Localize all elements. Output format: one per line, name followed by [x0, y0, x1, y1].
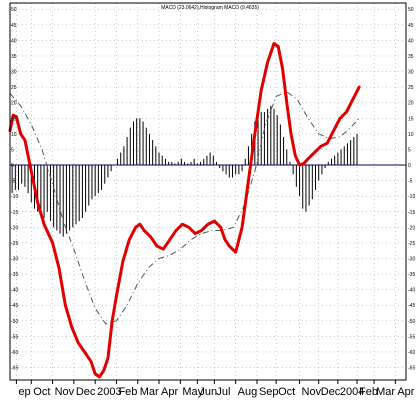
- x-tick-label: 2003: [97, 386, 121, 398]
- y-tick-label-right: -10: [408, 194, 415, 200]
- y-tick-label-right: -25: [408, 241, 415, 247]
- y-tick-label-left: -5: [11, 179, 16, 185]
- y-tick-label-right: -60: [408, 350, 415, 356]
- x-tick-label: ep: [18, 386, 30, 398]
- y-tick-label-left: 35: [11, 54, 17, 60]
- x-tick-label: Nov: [55, 386, 75, 398]
- y-tick-label-left: -65: [11, 366, 18, 372]
- y-tick-label-left: 50: [11, 7, 17, 13]
- y-tick-label-left: -55: [11, 334, 18, 340]
- x-tick-label: Dec: [321, 386, 341, 398]
- y-tick-label-left: 20: [11, 101, 17, 107]
- y-tick-label-right: -5: [408, 179, 413, 185]
- chart-title: MACD (23.0642),Histogram MACD (9.4635): [161, 5, 259, 11]
- y-tick-label-left: 5: [11, 147, 14, 153]
- x-tick-label: Sep: [259, 386, 279, 398]
- y-tick-label-right: -20: [408, 225, 415, 231]
- y-tick-label-left: -50: [11, 319, 18, 325]
- y-tick-label-left: 0: [11, 163, 14, 169]
- histogram-bars: [11, 105, 358, 237]
- x-tick-label: Mar: [140, 386, 159, 398]
- macd-line: [8, 42, 361, 379]
- x-tick-label: Nov: [302, 386, 322, 398]
- y-tick-label-left: 15: [11, 116, 17, 122]
- y-tick-label-right: 20: [408, 101, 414, 107]
- y-tick-label-right: -30: [408, 256, 415, 262]
- y-tick-label-left: -40: [11, 288, 18, 294]
- y-tick-label-right: -65: [408, 366, 415, 372]
- x-tick-label: 2004: [340, 386, 364, 398]
- y-tick-label-left: 10: [11, 132, 17, 138]
- y-tick-label-right: 35: [408, 54, 414, 60]
- y-axis-right: 50454035302520151050-5-10-15-20-25-30-35…: [408, 7, 415, 371]
- x-tick-label: Feb: [118, 386, 137, 398]
- y-tick-label-right: 15: [408, 116, 414, 122]
- x-tick-label: Apr: [397, 386, 414, 398]
- y-tick-label-left: 25: [11, 85, 17, 91]
- y-tick-label-right: 25: [408, 85, 414, 91]
- y-tick-label-right: 10: [408, 132, 414, 138]
- y-tick-label-left: -20: [11, 225, 18, 231]
- y-tick-label-right: 45: [408, 23, 414, 29]
- y-tick-label-right: -55: [408, 334, 415, 340]
- x-tick-label: Mar: [376, 386, 395, 398]
- x-tick-label: Dec: [76, 386, 96, 398]
- y-tick-label-right: -45: [408, 303, 415, 309]
- x-tick-label: Apr: [161, 386, 178, 398]
- y-tick-label-left: -10: [11, 194, 18, 200]
- y-tick-label-right: -40: [408, 288, 415, 294]
- y-axis-left: 50454035302520151050-5-10-15-20-25-30-35…: [11, 7, 18, 371]
- y-tick-label-left: -25: [11, 241, 18, 247]
- y-tick-label-right: -35: [408, 272, 415, 278]
- x-tick-label: Jun: [199, 386, 217, 398]
- y-tick-label-right: -15: [408, 210, 415, 216]
- y-tick-label-left: -15: [11, 210, 18, 216]
- y-tick-label-left: -45: [11, 303, 18, 309]
- x-tick-label: Oct: [278, 386, 295, 398]
- y-tick-label-right: 5: [408, 147, 411, 153]
- y-tick-label-right: -50: [408, 319, 415, 325]
- y-tick-label-left: 40: [11, 38, 17, 44]
- y-tick-label-left: -30: [11, 256, 18, 262]
- line-series: [8, 42, 361, 379]
- y-tick-label-right: 40: [408, 38, 414, 44]
- signal-line: [9, 91, 360, 325]
- y-tick-label-right: 30: [408, 70, 414, 76]
- y-tick-label-left: 45: [11, 23, 17, 29]
- x-tick-label: Aug: [238, 386, 258, 398]
- y-tick-label-left: 30: [11, 70, 17, 76]
- x-tick-label: May: [182, 386, 203, 398]
- x-tick-label: Jul: [216, 386, 230, 398]
- plot-frame: [9, 2, 407, 381]
- y-tick-label-left: -35: [11, 272, 18, 278]
- y-tick-label-right: 0: [408, 163, 411, 169]
- x-tick-label: Oct: [33, 386, 50, 398]
- y-tick-label-left: -60: [11, 350, 18, 356]
- x-tick-label: Feb: [359, 386, 378, 398]
- y-tick-label-right: 50: [408, 7, 414, 13]
